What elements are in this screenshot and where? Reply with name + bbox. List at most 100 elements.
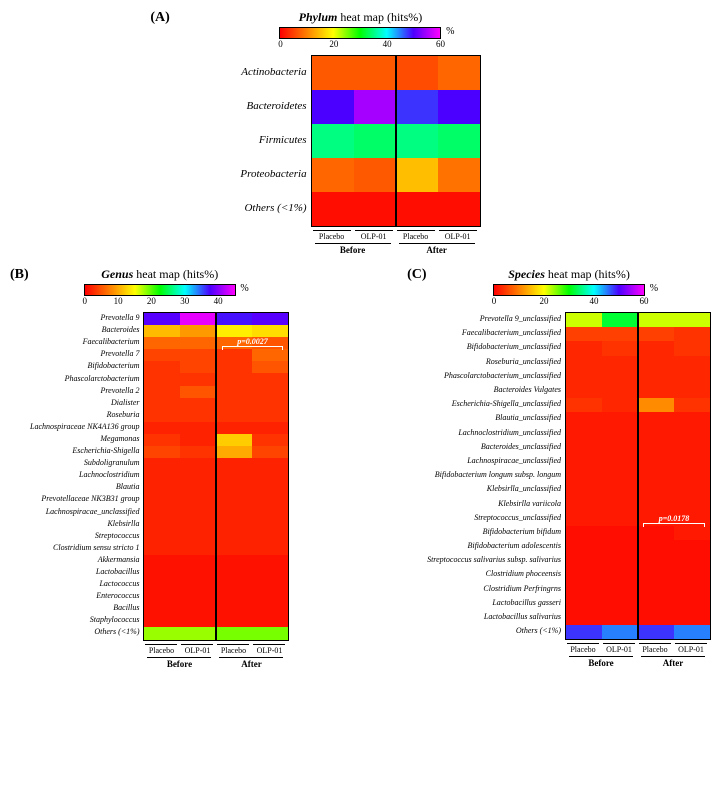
heatmap-cell [638, 554, 674, 568]
row-label: Prevotella 9_unclassified [427, 315, 561, 323]
heatmap-cell [638, 327, 674, 341]
heatmap-cell [180, 410, 216, 422]
heatmap-cell [144, 458, 180, 470]
heatmap-cell [602, 313, 638, 327]
heatmap-cell [674, 341, 710, 355]
heatmap-cell [252, 615, 288, 627]
row-label: Bacteroides_unclassified [427, 443, 561, 451]
heatmap-cell [180, 627, 216, 639]
panel-label: (A) [150, 10, 169, 26]
row-label: Lachnospiraceae NK4A136 group [30, 423, 139, 431]
row-label: Staphylococcus [30, 616, 139, 624]
row-label: Lachnoclostridium [30, 471, 139, 479]
heatmap-cell [638, 455, 674, 469]
heatmap-cell [252, 567, 288, 579]
heatmap-cell [674, 597, 710, 611]
row-label: Prevotellaceae NK3B31 group [30, 495, 139, 503]
heatmap-cell [144, 349, 180, 361]
heatmap-cell [566, 356, 602, 370]
row-label: Clostridium Perfringrns [427, 585, 561, 593]
colorbar: % [84, 284, 236, 296]
heatmap-cell [252, 446, 288, 458]
heatmap-cell [216, 579, 252, 591]
heatmap-cell [602, 512, 638, 526]
row-label: Bacteroidetes [240, 101, 306, 112]
heatmap-cell [216, 325, 252, 337]
heatmap-cell [566, 611, 602, 625]
row-label: Roseburia [30, 411, 139, 419]
heatmap-cell [602, 398, 638, 412]
heatmap-cell [674, 554, 710, 568]
heatmap-cell [144, 555, 180, 567]
heatmap-cell [438, 90, 480, 124]
heatmap-cell [216, 494, 252, 506]
heatmap-cell [638, 540, 674, 554]
colorbar-tick: 20 [147, 296, 156, 306]
heatmap-cell [638, 370, 674, 384]
heatmap-cell [144, 337, 180, 349]
heatmap-cell [602, 497, 638, 511]
heatmap-cell [674, 455, 710, 469]
heatmap-cell [252, 494, 288, 506]
colorbar-tick: 20 [329, 39, 338, 49]
heatmap-cell [674, 384, 710, 398]
heatmap-cell [144, 313, 180, 325]
panel-a-heatmap: (A)Phylum heat map (hits%)%0204060Actino… [240, 10, 480, 255]
heatmap-cell [438, 56, 480, 90]
row-label: Escherichia-Shigella_unclassified [427, 400, 561, 408]
panel-label: (B) [10, 267, 29, 283]
heatmap-cell [252, 579, 288, 591]
row-label: Others (<1%) [30, 628, 139, 636]
group-label: After [641, 656, 705, 668]
column-label: OLP-01 [355, 230, 393, 241]
heatmap-cell [180, 603, 216, 615]
heatmap-cell [312, 124, 354, 158]
heatmap-cell [216, 567, 252, 579]
row-label: Prevotella 2 [30, 387, 139, 395]
heatmap-cell [674, 327, 710, 341]
heatmap-cell [674, 469, 710, 483]
heatmap-cell [180, 615, 216, 627]
heatmap-cell [566, 384, 602, 398]
heatmap-cell [216, 519, 252, 531]
heatmap-cell [144, 482, 180, 494]
heatmap-cell [180, 373, 216, 385]
column-label: OLP-01 [253, 644, 285, 655]
row-label: Lactobacillus salivarius [427, 613, 561, 621]
heatmap-cell [566, 469, 602, 483]
heatmap-cell [180, 543, 216, 555]
heatmap-cell [602, 540, 638, 554]
heatmap-cell [396, 90, 438, 124]
heatmap-cell [566, 554, 602, 568]
heatmap-cell [180, 434, 216, 446]
row-label: Klebsirlla [30, 520, 139, 528]
heatmap-cell [216, 361, 252, 373]
heatmap-cell [638, 341, 674, 355]
heatmap-cell [252, 543, 288, 555]
row-label: Bifidobacterium bifidum [427, 528, 561, 536]
colorbar: % [493, 284, 645, 296]
heatmap-cell [144, 373, 180, 385]
group-label: Before [315, 243, 391, 255]
heatmap-cell [144, 470, 180, 482]
heatmap-cell [602, 554, 638, 568]
row-label: Actinobacteria [240, 67, 306, 78]
heatmap-cell [252, 410, 288, 422]
row-label: Escherichia-Shigella [30, 447, 139, 455]
percent-label: % [446, 26, 454, 37]
heatmap-cell [180, 555, 216, 567]
heatmap-cell [216, 603, 252, 615]
row-label: Firmicutes [240, 135, 306, 146]
heatmap-cell [180, 446, 216, 458]
colorbar-tick: 60 [640, 296, 649, 306]
heatmap-cell [602, 441, 638, 455]
row-label: Blautia [30, 483, 139, 491]
row-label: Lachnoclostridium_unclassified [427, 429, 561, 437]
heatmap-cell [180, 325, 216, 337]
row-label: Enterococcus [30, 592, 139, 600]
heatmap-cell [638, 625, 674, 639]
heatmap-cell [252, 422, 288, 434]
heatmap-cell [602, 526, 638, 540]
column-label: Placebo [639, 643, 671, 654]
heatmap-cell [252, 313, 288, 325]
